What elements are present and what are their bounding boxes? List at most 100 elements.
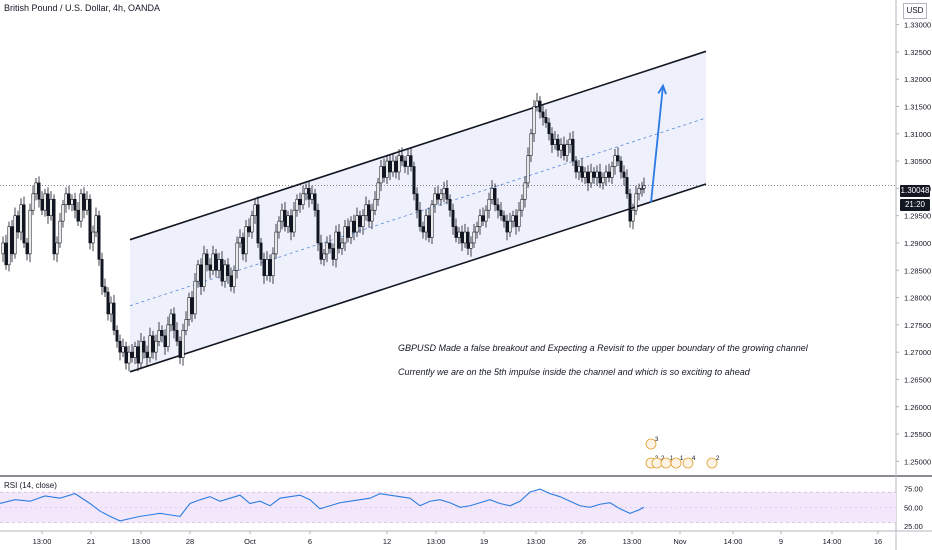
candle-body (151, 335, 155, 353)
currency-badge[interactable]: USD (903, 3, 927, 19)
candle-body (223, 264, 227, 282)
candle-body (238, 237, 242, 244)
candle-body (19, 204, 23, 233)
candle-body (370, 209, 374, 222)
candle-body (166, 324, 170, 347)
candle-body (367, 204, 371, 222)
time-tick-label: 19 (480, 537, 488, 546)
candle-body (430, 204, 434, 238)
candle-body (13, 215, 17, 255)
candle-body (634, 193, 638, 211)
forecast-arrow-head (657, 83, 667, 95)
candle-body (16, 215, 20, 233)
candle-body (310, 193, 314, 200)
candle-body (262, 259, 266, 277)
annotation-line-1: GBPUSD Made a false breakout and Expecti… (398, 343, 808, 353)
price-tick-label: 1.33000 (904, 21, 931, 30)
candle-body (433, 193, 437, 206)
candle-body (595, 171, 599, 178)
candle-body (154, 340, 158, 353)
candle-body (109, 302, 113, 315)
candle-body (388, 160, 392, 173)
candle-body (439, 193, 443, 200)
candle-body (583, 171, 587, 178)
time-tick-label: 16 (874, 537, 882, 546)
candle-body (421, 226, 425, 233)
candle-body (352, 220, 356, 233)
candle-body (241, 237, 245, 255)
candle-body (445, 188, 449, 200)
price-tick-label: 1.28000 (904, 294, 931, 303)
candle-body (535, 100, 539, 107)
candle-body (289, 215, 293, 233)
candle-body (280, 209, 284, 222)
candle-body (196, 264, 200, 282)
candle-body (613, 155, 617, 167)
candle-body (526, 155, 530, 184)
candle-body (31, 193, 35, 211)
candle-body (559, 144, 563, 151)
candle-body (424, 215, 428, 233)
candle-body (55, 242, 59, 255)
candle-body (379, 166, 383, 184)
candle-body (568, 138, 572, 145)
candle-body (256, 204, 260, 244)
candle-body (580, 166, 584, 178)
candle-body (637, 188, 641, 195)
candle-body (124, 346, 128, 364)
time-tick-label: 28 (186, 537, 194, 546)
candle-body (622, 171, 626, 178)
candle-body (4, 242, 8, 266)
candle-body (550, 133, 554, 145)
candle-body (274, 231, 278, 255)
candle-body (640, 188, 644, 190)
candle-body (337, 231, 341, 249)
candle-body (553, 138, 557, 145)
rsi-tick-label: 75.00 (904, 484, 923, 493)
candle-body (307, 188, 311, 200)
candle-body (127, 351, 131, 364)
candle-body (88, 198, 92, 244)
time-tick-label: 9 (779, 537, 783, 546)
candle-body (616, 155, 620, 162)
candle-body (193, 280, 197, 315)
time-tick-label: 14:00 (724, 537, 743, 546)
time-tick-label: 26 (578, 537, 586, 546)
candle-body (202, 253, 206, 287)
candle-body (343, 226, 347, 244)
price-tick-label: 1.31000 (904, 130, 931, 139)
price-tick-label: 1.29500 (904, 212, 931, 221)
event-count-label: 3 (655, 437, 659, 443)
candle-body (148, 335, 152, 358)
candle-body (253, 204, 257, 216)
candle-body (547, 122, 551, 135)
candle-body (94, 215, 98, 233)
candle-body (601, 177, 605, 184)
rsi-title: RSI (14, close) (4, 481, 57, 490)
rsi-tick-label: 50.00 (904, 503, 923, 512)
candle-body (391, 160, 395, 173)
candle-body (376, 182, 380, 200)
candle-body (295, 198, 299, 211)
candle-body (457, 231, 461, 238)
candle-body (373, 198, 377, 211)
candle-body (628, 193, 632, 222)
candle-body (412, 166, 416, 195)
candle-body (642, 185, 646, 189)
candle-body (298, 198, 302, 206)
candle-body (1, 242, 5, 255)
time-tick-label: 13:00 (132, 537, 151, 546)
candle-body (385, 160, 389, 178)
candle-body (163, 335, 167, 347)
candle-body (112, 302, 116, 331)
candle-body (577, 166, 581, 173)
price-tick-label: 1.27500 (904, 321, 931, 330)
time-tick-label: 13:00 (33, 537, 52, 546)
candle-body (61, 204, 65, 222)
event-count-label: 1 (680, 456, 684, 462)
candle-body (142, 340, 146, 353)
candle-body (34, 182, 38, 195)
price-tick-label: 1.25500 (904, 430, 931, 439)
